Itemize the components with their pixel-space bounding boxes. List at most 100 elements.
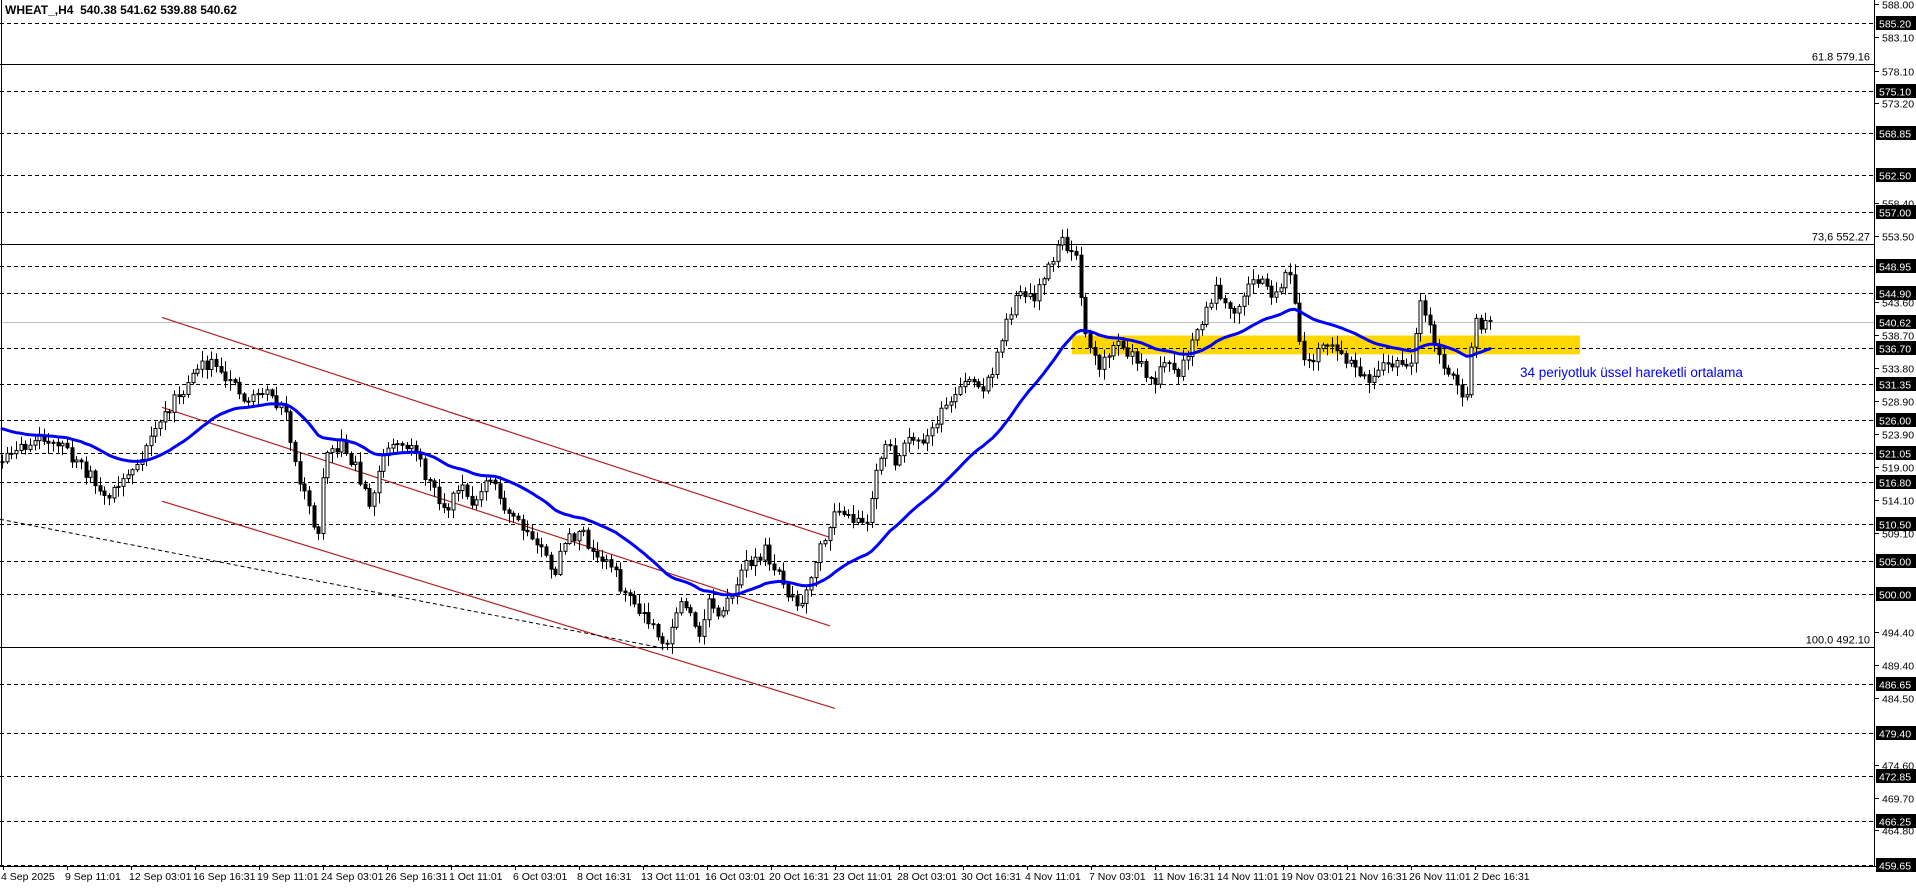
candle-body [493,479,498,485]
candle-body [56,441,61,447]
candle-body [446,507,451,511]
candle-body [790,595,795,598]
price-axis-highlight-box [1876,259,1916,273]
price-axis-highlight-label: 479.40 [1879,729,1911,741]
candle-body [474,499,479,506]
candle-body [628,592,633,597]
candle-body [511,512,516,517]
candle-body [1214,284,1219,304]
candle-body [144,445,149,460]
candle-body [930,427,935,437]
price-axis-highlight-label: 505.00 [1879,557,1911,569]
candle-body [911,436,916,441]
candle-body [1028,293,1033,298]
candle-body [749,559,754,567]
candle-body [665,642,670,645]
candle-body [223,371,228,382]
price-axis-label: 523.90 [1882,430,1914,442]
price-axis-highlight-label: 521.05 [1879,449,1911,461]
time-axis-label: 4 Sep 2025 [1,871,55,883]
candle-body [102,490,107,496]
candle-body [121,478,126,487]
candle-body [572,533,577,542]
price-axis-highlight-box [1876,726,1916,740]
candle-body [177,394,182,398]
time-axis-label: 19 Sep 11:01 [257,871,319,883]
candle-body [623,590,628,594]
candle-body [1483,319,1488,330]
candle-body [1400,360,1405,365]
candle-body [321,477,326,535]
candle-body [1162,362,1167,368]
candle-body [614,566,619,571]
candle-body [484,480,489,493]
candle-body [1251,279,1256,285]
time-axis-label: 9 Sep 11:01 [65,871,121,883]
candle-body [1460,384,1465,398]
candle-body [1060,236,1065,246]
candle-body [1069,250,1074,253]
candle-body [19,443,24,452]
candle-body [637,603,642,614]
time-axis-label: 2 Dec 16:31 [1473,871,1530,883]
price-axis-highlight-label: 575.10 [1879,87,1911,99]
candle-body [879,457,884,471]
candle-body [1307,359,1312,362]
candle-body [1372,375,1377,383]
candle-body [795,595,800,607]
candle-body [804,589,809,604]
candle-body [856,517,861,523]
price-axis-label: 519.00 [1882,463,1914,475]
candle-body [1237,305,1242,314]
candle-body [335,448,340,453]
candle-body [1269,285,1274,298]
candle-body [219,366,224,373]
candle-body [1451,373,1456,376]
candle-body [1088,333,1093,349]
candle-body [1381,362,1386,371]
candle-body [46,440,51,444]
candle-body [986,376,991,392]
candle-body [549,554,554,570]
time-axis-label: 28 Oct 03:01 [897,871,957,883]
price-axis: 588.00583.10578.10573.20558.40553.50543.… [1874,0,1916,873]
fib-level-label: 73,6 552.27 [1812,232,1870,244]
candle-body [488,479,493,482]
candle-body [670,626,675,645]
candle-body [233,379,238,383]
price-axis-highlight-label: 516.80 [1879,478,1911,490]
candle-body [684,601,689,609]
candle-body [604,559,609,562]
time-axis-label: 12 Sep 03:01 [129,871,192,883]
candle-body [1274,291,1279,298]
price-axis-highlight-box [1876,858,1916,872]
candle-body [893,445,898,466]
candle-body [767,544,772,565]
candle-body [256,393,261,396]
candle-body [939,407,944,425]
candle-body [693,612,698,627]
candle-body [126,474,131,480]
candle-body [451,492,456,511]
candle-body [442,503,447,509]
candle-body [1042,278,1047,286]
time-axis-label: 30 Oct 16:31 [961,871,1021,883]
candle-body [1107,355,1112,358]
candle-body [1079,254,1084,299]
candle-body [391,443,396,449]
price-axis-highlight-box [1876,677,1916,691]
candle-body [632,595,637,605]
price-axis-highlight-label: 568.85 [1879,129,1911,141]
candle-body [781,570,786,585]
candle-body [1149,376,1154,379]
candle-body [1260,278,1265,284]
candle-body [586,529,591,549]
candle-body [1065,236,1070,252]
candle-body [539,544,544,548]
time-axis-label: 19 Nov 03:01 [1281,871,1344,883]
candle-body [902,442,907,457]
time-axis-label: 23 Oct 11:01 [833,871,893,883]
candle-body [786,583,791,598]
candle-body [1014,295,1019,316]
